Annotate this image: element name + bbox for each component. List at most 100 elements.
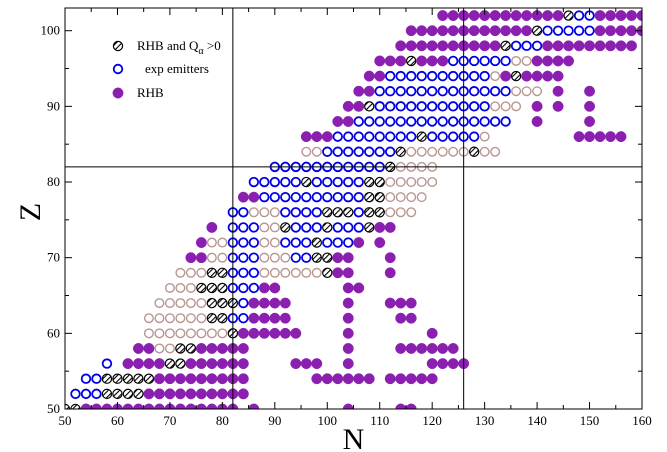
data-point-filled bbox=[426, 327, 438, 339]
data-point-pink bbox=[395, 207, 406, 218]
data-point-filled bbox=[206, 343, 218, 354]
data-point-hatched bbox=[196, 282, 207, 294]
data-point-filled bbox=[584, 85, 595, 97]
data-point-blue bbox=[468, 101, 480, 112]
data-point-filled bbox=[185, 358, 197, 370]
data-point-pink bbox=[280, 252, 291, 263]
data-point-hatched bbox=[206, 313, 218, 324]
data-point-filled bbox=[584, 100, 595, 112]
y-tick-label: 50 bbox=[47, 401, 60, 416]
data-point-blue bbox=[353, 131, 364, 142]
y-tick-label: 60 bbox=[47, 325, 60, 340]
data-point-pink bbox=[385, 207, 396, 218]
data-point-filled bbox=[437, 10, 449, 22]
data-point-blue bbox=[91, 388, 102, 400]
data-point-blue bbox=[238, 313, 249, 324]
data-point-blue bbox=[353, 176, 364, 188]
data-point-pink bbox=[269, 237, 280, 248]
data-point-pink bbox=[437, 146, 448, 157]
data-point-blue bbox=[290, 222, 302, 233]
data-point-blue bbox=[406, 86, 417, 97]
data-point-filled bbox=[500, 25, 512, 37]
data-point-filled bbox=[258, 312, 270, 324]
data-point-pink bbox=[406, 177, 417, 188]
data-point-pink bbox=[490, 71, 501, 82]
data-point-blue bbox=[353, 146, 364, 157]
data-point-filled bbox=[416, 343, 428, 354]
data-point-blue bbox=[416, 116, 427, 127]
data-point-blue bbox=[248, 237, 260, 248]
data-point-blue bbox=[280, 237, 291, 248]
data-point-filled bbox=[416, 373, 428, 385]
data-point-blue bbox=[269, 176, 281, 188]
data-point-filled bbox=[489, 10, 501, 22]
data-point-hatched bbox=[322, 222, 333, 233]
data-point-hatched bbox=[206, 297, 218, 309]
data-point-pink bbox=[269, 252, 280, 263]
data-point-blue bbox=[489, 86, 501, 97]
data-point-filled bbox=[374, 70, 386, 82]
data-point-hatched bbox=[322, 252, 333, 263]
legend-label: RHB and Qα >0 bbox=[137, 38, 221, 57]
data-point-hatched bbox=[101, 373, 113, 384]
data-point-pink bbox=[395, 192, 406, 203]
data-point-filled bbox=[573, 131, 585, 143]
data-point-blue bbox=[238, 222, 249, 233]
data-point-filled bbox=[321, 373, 333, 385]
data-point-pink bbox=[217, 252, 228, 263]
tick-labels: 50 60 70 80 90 100 110 120 130 140 150 160 50 60 70 80 9… bbox=[41, 23, 652, 428]
data-point-blue bbox=[426, 131, 438, 142]
data-point-blue bbox=[259, 176, 270, 188]
data-point-filled bbox=[395, 343, 407, 354]
data-point-blue bbox=[563, 25, 574, 36]
data-point-filled bbox=[447, 358, 459, 370]
data-point-filled bbox=[342, 252, 354, 264]
data-point-pink bbox=[164, 328, 175, 339]
data-point-filled bbox=[206, 221, 218, 233]
data-point-pink bbox=[532, 86, 543, 97]
data-point-blue bbox=[385, 70, 396, 82]
data-point-filled bbox=[468, 10, 480, 22]
data-point-pink bbox=[479, 146, 490, 157]
data-point-filled bbox=[552, 85, 564, 97]
data-point-hatched bbox=[416, 131, 427, 142]
data-point-blue bbox=[290, 191, 302, 203]
data-point-filled bbox=[531, 100, 543, 112]
x-tick-label: 50 bbox=[59, 413, 72, 428]
data-point-hatched bbox=[468, 146, 480, 157]
data-point-pink bbox=[511, 86, 522, 97]
data-point-filled bbox=[437, 343, 449, 354]
data-point-filled bbox=[237, 358, 249, 370]
data-point-blue bbox=[500, 86, 511, 97]
data-point-filled bbox=[269, 282, 281, 294]
data-point-filled bbox=[269, 312, 281, 324]
data-point-filled bbox=[143, 388, 155, 400]
data-point-pink bbox=[185, 267, 196, 278]
data-point-pink bbox=[175, 313, 186, 324]
data-point-pink bbox=[175, 298, 186, 309]
data-point-filled bbox=[552, 40, 564, 52]
data-point-hatched bbox=[143, 373, 155, 384]
data-point-filled bbox=[164, 388, 176, 400]
data-point-pink bbox=[280, 267, 291, 278]
data-point-blue bbox=[238, 267, 249, 279]
data-point-filled bbox=[479, 40, 491, 52]
data-point-filled bbox=[531, 55, 543, 67]
data-point-filled bbox=[195, 358, 207, 370]
data-point-blue bbox=[353, 207, 364, 218]
data-point-blue bbox=[395, 131, 406, 142]
data-point-blue bbox=[406, 101, 417, 112]
data-point-blue bbox=[385, 146, 396, 157]
data-point-filled bbox=[426, 55, 438, 67]
data-point-filled bbox=[500, 70, 512, 82]
data-point-filled bbox=[405, 40, 417, 52]
legend-marker bbox=[112, 87, 124, 99]
data-point-filled bbox=[195, 237, 207, 248]
data-point-filled bbox=[395, 40, 407, 52]
reference-lines bbox=[65, 8, 642, 409]
data-point-blue bbox=[290, 207, 302, 218]
data-point-filled bbox=[416, 55, 428, 67]
data-point-pink bbox=[416, 177, 427, 188]
data-point-blue bbox=[406, 70, 417, 82]
